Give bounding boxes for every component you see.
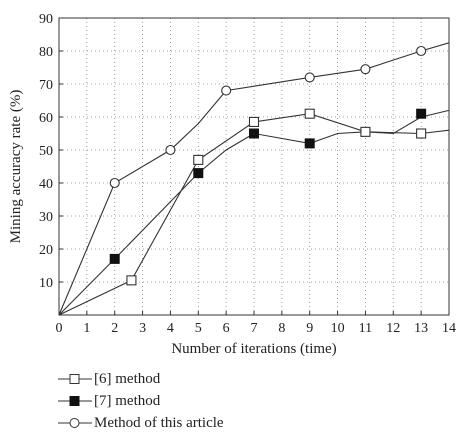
x-tick-label: 4 xyxy=(167,321,174,336)
y-tick-label: 80 xyxy=(39,45,53,60)
x-tick-label: 1 xyxy=(83,321,90,336)
legend-label: [7] method xyxy=(94,393,161,409)
legend-label: Method of this article xyxy=(94,415,224,431)
data-point-open-square xyxy=(248,116,260,127)
y-tick-label: 20 xyxy=(39,243,53,258)
x-tick-label: 2 xyxy=(111,321,118,336)
data-point-filled-square xyxy=(193,168,204,179)
x-tick-label: 9 xyxy=(306,321,313,336)
x-tick-label: 5 xyxy=(195,321,202,336)
series-line-2 xyxy=(58,109,450,316)
y-axis-label: Mining accuracy rate (%) xyxy=(8,90,24,244)
y-tick-label: 40 xyxy=(39,177,53,192)
data-point-open-circle xyxy=(360,64,371,75)
legend-item-7-method: [7] method xyxy=(58,390,318,412)
y-tick-label: 60 xyxy=(39,111,53,126)
data-point-open-square xyxy=(360,126,371,137)
y-tick-label: 70 xyxy=(39,78,53,93)
x-tick-label: 3 xyxy=(139,321,146,336)
chart-legend: [6] method [7] method Method of this art… xyxy=(58,368,318,434)
chart-svg: 0 1 2 3 4 5 6 7 8 9 10 11 12 13 14102030405060708090Nu… xyxy=(8,12,456,357)
open-square-marker-icon xyxy=(58,374,92,384)
data-point-open-square xyxy=(193,154,204,165)
y-tick-label: 50 xyxy=(39,144,53,159)
x-tick-label: 0 xyxy=(56,321,63,336)
data-point-open-square xyxy=(304,108,315,119)
data-point-filled-square xyxy=(416,108,427,119)
x-tick-label: 10 xyxy=(331,321,345,336)
x-tick-label: 7 xyxy=(251,321,258,336)
filled-square-marker-icon xyxy=(58,396,92,406)
data-point-open-square xyxy=(126,275,137,286)
legend-item-6-method: [6] method xyxy=(58,368,318,390)
data-point-open-circle xyxy=(221,85,232,96)
x-tick-label: 13 xyxy=(414,321,428,336)
x-tick-label: 6 xyxy=(223,321,230,336)
legend-label: [6] method xyxy=(94,371,161,387)
legend-item-this-article: Method of this article xyxy=(58,412,318,434)
series-line-1 xyxy=(58,113,450,316)
data-point-filled-square xyxy=(304,138,315,149)
data-point-open-circle xyxy=(416,45,427,57)
data-point-open-circle xyxy=(165,144,176,156)
data-point-filled-square xyxy=(109,253,120,264)
y-tick-label: 30 xyxy=(39,210,53,225)
data-point-filled-square xyxy=(249,128,259,139)
y-tick-label: 10 xyxy=(39,276,53,291)
x-tick-label: 8 xyxy=(278,321,285,336)
data-point-open-circle xyxy=(304,72,315,83)
x-tick-label: 11 xyxy=(359,321,372,336)
data-point-open-circle xyxy=(109,177,120,189)
x-tick-label: 12 xyxy=(386,321,400,336)
x-axis-label: Number of iterations (time) xyxy=(171,341,336,357)
x-tick-label: 14 xyxy=(442,321,456,336)
open-circle-marker-icon xyxy=(58,418,92,428)
y-tick-label: 90 xyxy=(39,12,53,27)
data-point-open-square xyxy=(416,128,427,139)
